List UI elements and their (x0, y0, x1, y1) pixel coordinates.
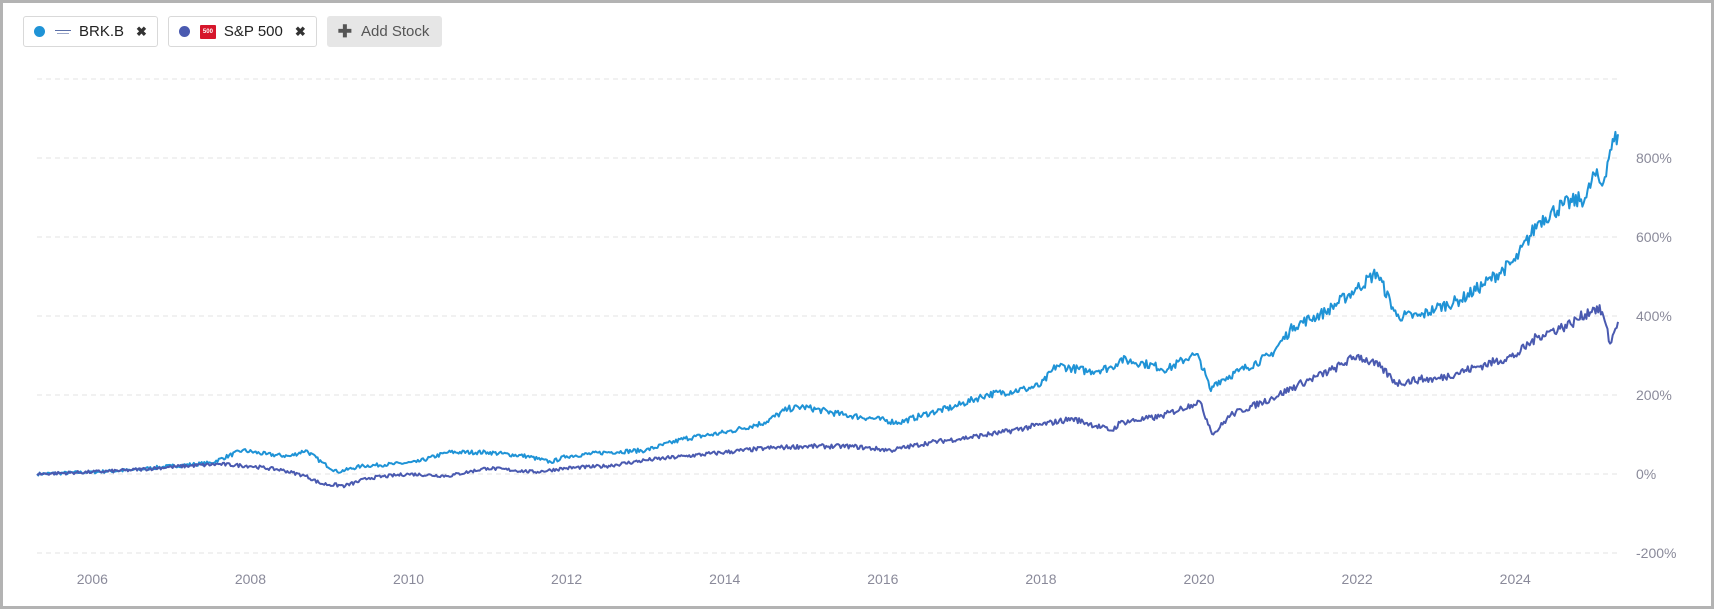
x-tick-label: 2014 (709, 571, 740, 587)
legend-label-sp500: S&P 500 (223, 23, 283, 40)
y-tick-label: 600% (1636, 229, 1672, 245)
y-axis-ticks: -200% 0% 200% 400% 600% 800% (1636, 150, 1676, 561)
x-tick-label: 2020 (1183, 571, 1214, 587)
close-icon[interactable]: ✖ (294, 23, 306, 39)
y-tick-label: 800% (1636, 150, 1672, 166)
berkshire-hathaway-logo-icon (55, 24, 71, 39)
sp500-logo-icon: 500 (199, 24, 216, 39)
legend: BRK.B ✖ 500 S&P 500 ✖ ✚ Add Stock (23, 16, 443, 47)
x-tick-label: 2008 (235, 571, 266, 587)
grid-lines (37, 78, 1618, 554)
y-tick-label: -200% (1636, 545, 1676, 561)
series-line-brk (36, 130, 1619, 477)
legend-chip-brk[interactable]: BRK.B ✖ (23, 16, 158, 47)
x-tick-label: 2018 (1025, 571, 1056, 587)
x-tick-label: 2012 (551, 571, 582, 587)
x-axis-ticks: 2006 2008 2010 2012 2014 2016 2018 2020 2022 2024 (77, 571, 1531, 587)
legend-chip-sp500[interactable]: 500 S&P 500 ✖ (167, 16, 317, 47)
x-tick-label: 2022 (1342, 571, 1373, 587)
y-tick-label: 200% (1636, 387, 1672, 403)
plus-icon: ✚ (337, 21, 353, 41)
series-color-dot-brk (34, 26, 45, 37)
x-tick-label: 2010 (393, 571, 424, 587)
legend-label-brk: BRK.B (79, 23, 125, 40)
series-color-dot-sp500 (178, 26, 190, 37)
add-stock-button[interactable]: ✚ Add Stock (326, 16, 443, 47)
y-tick-label: 0% (1636, 466, 1656, 482)
x-tick-label: 2006 (77, 571, 108, 587)
close-icon[interactable]: ✖ (136, 23, 147, 39)
series-lines (36, 130, 1619, 489)
x-tick-label: 2024 (1500, 571, 1531, 587)
y-tick-label: 400% (1636, 308, 1672, 324)
series-line-sp500 (36, 304, 1619, 489)
add-stock-label: Add Stock (361, 23, 430, 40)
x-tick-label: 2016 (867, 571, 898, 587)
